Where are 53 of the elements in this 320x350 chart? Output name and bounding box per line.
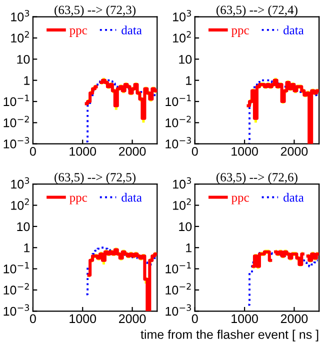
legend-label: data bbox=[122, 26, 142, 34]
y-tick-label: 10$^{2}$ bbox=[173, 198, 191, 210]
y-tick-label: 10$^{−3}$ bbox=[4, 137, 30, 148]
chart-title: (63,5) --> (72,5) bbox=[54, 172, 136, 184]
x-tick-label: 0 bbox=[30, 314, 36, 324]
y-tick-label: 10$^{3}$ bbox=[173, 10, 191, 22]
y-tick-label: 10$^{2}$ bbox=[11, 198, 29, 210]
y-tick-label: 10$^{−2}$ bbox=[4, 283, 29, 295]
y-tick-label: 10 bbox=[17, 222, 30, 232]
y-tick-label: 10$^{−2}$ bbox=[4, 116, 29, 128]
y-tick-label: 10$^{−1}$ bbox=[166, 94, 191, 106]
y-tick-label: 10$^{−1}$ bbox=[166, 262, 191, 274]
x-tick-label: 0 bbox=[192, 146, 198, 156]
x-tick-label: 1000 bbox=[232, 146, 258, 156]
x-tick-label: 0 bbox=[192, 314, 198, 324]
legend-label: ppc bbox=[70, 196, 88, 204]
y-tick-label: 10$^{−3}$ bbox=[166, 304, 191, 316]
x-tick-label: 2000 bbox=[280, 314, 308, 324]
legend-label: ppc bbox=[70, 28, 88, 37]
x-tick-label: 0 bbox=[30, 146, 36, 156]
y-tick-label: 10 bbox=[179, 54, 192, 64]
x-tick-label: 1000 bbox=[70, 314, 96, 324]
y-tick-label: 10$^{−2}$ bbox=[166, 116, 191, 128]
chart-title: (63,5) --> (72,6) bbox=[216, 172, 298, 184]
y-tick-label: 10$^{3}$ bbox=[11, 10, 30, 22]
text: ppc bbox=[231, 196, 249, 204]
y-tick-label: 1 bbox=[186, 76, 192, 85]
x-tick-label: 2000 bbox=[119, 146, 146, 156]
y-tick-label: 10$^{2}$ bbox=[11, 31, 29, 43]
legend-label: data bbox=[284, 26, 304, 34]
y-tick-label: 10$^{−1}$ bbox=[4, 262, 29, 274]
x-tick-label: 2000 bbox=[280, 146, 308, 156]
chart-title: (63,5) --> (72,3) bbox=[54, 5, 136, 17]
y-tick-label: 10$^{2}$ bbox=[173, 31, 191, 43]
y-tick-label: 10$^{−3}$ bbox=[4, 304, 30, 316]
x-tick-label: 2000 bbox=[119, 314, 146, 324]
y-tick-label: 1 bbox=[24, 76, 30, 85]
legend-label: data bbox=[122, 192, 142, 202]
chart-title: (63,5) --> (72,4) bbox=[216, 5, 298, 17]
x-tick-label: 1000 bbox=[232, 314, 258, 324]
x-axis-title: time from the flasher event [ ns ] bbox=[140, 330, 318, 342]
y-tick-label: 10 bbox=[179, 222, 192, 232]
x-tick-label: 1000 bbox=[70, 146, 96, 156]
text: ppc bbox=[231, 28, 249, 37]
y-tick-label: 10$^{−3}$ bbox=[166, 137, 191, 148]
y-tick-label: 10 bbox=[17, 54, 30, 64]
y-tick-label: 10$^{−2}$ bbox=[166, 283, 191, 295]
y-tick-label: 1 bbox=[186, 244, 192, 252]
y-tick-label: 10$^{3}$ bbox=[173, 177, 191, 189]
legend-label: data bbox=[284, 192, 304, 202]
y-tick-label: 10$^{3}$ bbox=[11, 177, 30, 189]
y-tick-label: 10$^{−1}$ bbox=[4, 94, 29, 106]
y-tick-label: 1 bbox=[24, 244, 30, 252]
